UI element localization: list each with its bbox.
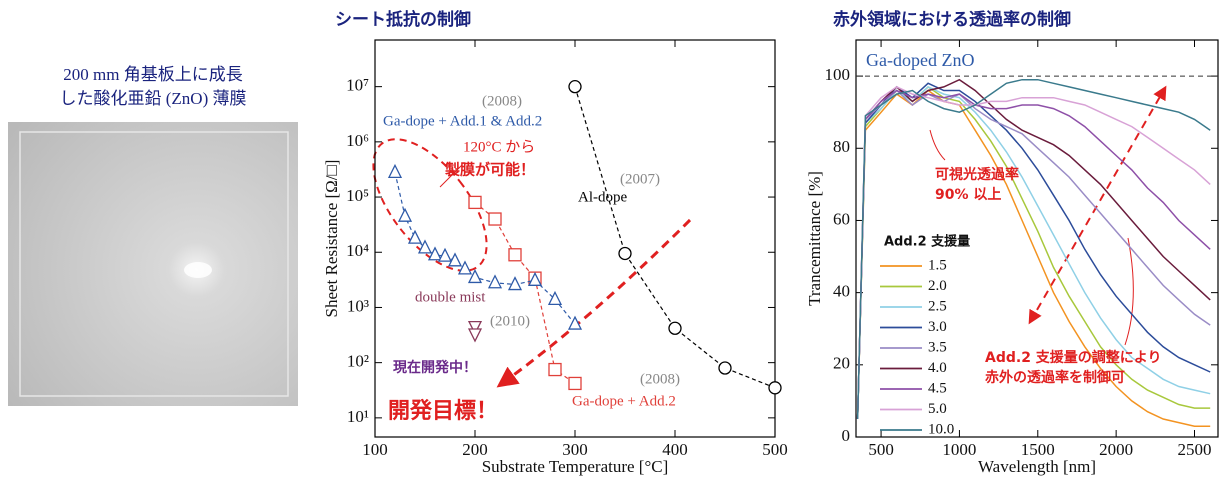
x-tick-label: 500: [762, 440, 788, 459]
legend-label: 2.0: [928, 278, 947, 294]
series-label: Al-dope: [578, 189, 627, 205]
y-axis-label: Trancemittance [%]: [805, 171, 824, 306]
annotation: Add.2 支援量の調整により: [985, 349, 1162, 366]
y-tick-label: 80: [833, 137, 850, 156]
photo-caption: 200 mm 角基板上に成長: [63, 65, 242, 84]
marker: [669, 322, 681, 334]
x-tick-label: 500: [868, 440, 894, 459]
photo: [8, 122, 298, 406]
annotation: (2007): [620, 171, 660, 187]
y-axis-label: Sheet Resistance [Ω/□]: [322, 160, 341, 318]
legend-label: 10.0: [928, 421, 954, 437]
legend-label: 1.5: [928, 257, 947, 273]
marker: [769, 382, 781, 394]
marker: [619, 247, 631, 259]
series-line: [475, 202, 575, 383]
legend-label: 3.5: [928, 339, 947, 355]
marker: [549, 364, 561, 376]
photo-caption: した酸化亜鉛 (ZnO) 薄膜: [60, 89, 247, 108]
y-tick-label: 10²: [347, 352, 369, 371]
legend-label: 5.0: [928, 401, 947, 417]
x-axis-label: Wavelength [nm]: [978, 457, 1096, 476]
y-tick-label: 40: [833, 282, 850, 301]
y-tick-label: 10⁴: [346, 241, 369, 260]
y-tick-label: 10⁶: [346, 131, 369, 150]
callout-line: [930, 130, 945, 160]
marker: [549, 292, 561, 304]
series-label: Ga-dope + Add.2: [572, 393, 676, 409]
y-tick-label: 60: [833, 209, 850, 228]
x-tick-label: 1000: [942, 440, 976, 459]
y-tick-label: 10⁵: [346, 186, 369, 205]
y-tick-label: 10⁷: [346, 76, 369, 95]
x-tick-label: 100: [362, 440, 388, 459]
page: 200 mm 角基板上に成長 した酸化亜鉛 (ZnO) 薄膜 シート抵抗の制御 …: [0, 0, 1231, 483]
marker: [409, 231, 421, 243]
legend-label: 4.0: [928, 360, 947, 376]
x-tick-label: 2000: [1099, 440, 1133, 459]
marker: [469, 196, 481, 208]
y-tick-label: 0: [842, 426, 851, 445]
x-axis-label: Substrate Temperature [°C]: [482, 457, 669, 476]
legend-title: Add.2 支援量: [884, 234, 970, 250]
annotation: (2008): [482, 93, 522, 109]
marker: [569, 377, 581, 389]
annotation: (2010): [490, 313, 530, 329]
series-label: Ga-dope + Add.1 & Add.2: [383, 113, 542, 129]
photo-reflection: [184, 262, 212, 278]
marker: [459, 262, 471, 274]
marker: [489, 276, 501, 288]
annotation: 90% 以上: [935, 187, 1001, 203]
marker: [569, 81, 581, 93]
marker: [489, 213, 501, 225]
annotation: 可視光透過率: [935, 166, 1019, 183]
marker: [429, 248, 441, 260]
annotation: 赤外の透過率を制御可: [985, 369, 1125, 386]
target-arrow: [500, 220, 690, 385]
legend-label: 2.5: [928, 298, 947, 314]
series-line: [575, 87, 775, 388]
y-tick-label: 100: [825, 65, 851, 84]
callout-line: [1125, 238, 1133, 345]
y-tick-label: 20: [833, 354, 850, 373]
marker: [509, 249, 521, 261]
y-tick-label: 10³: [347, 296, 369, 315]
annotation: 製膜が可能！: [444, 161, 535, 179]
annotation: 120°C から: [463, 138, 535, 155]
marker: [469, 329, 481, 341]
legend-label: 3.0: [928, 319, 947, 335]
chart-title: 赤外領域における透過率の制御: [833, 9, 1071, 30]
chart-title: シート抵抗の制御: [335, 9, 471, 30]
legend-label: 4.5: [928, 380, 947, 396]
x-tick-label: 2500: [1177, 440, 1211, 459]
marker: [399, 209, 411, 221]
marker: [389, 165, 401, 177]
marker: [719, 362, 731, 374]
series-label: double mist: [415, 289, 486, 305]
annotation: (2008): [640, 371, 680, 387]
y-tick-label: 10¹: [347, 407, 369, 426]
annotation: Ga-doped ZnO: [866, 50, 974, 70]
annotation: 開発目標！: [388, 399, 498, 424]
annotation: 現在開発中！: [393, 359, 477, 376]
